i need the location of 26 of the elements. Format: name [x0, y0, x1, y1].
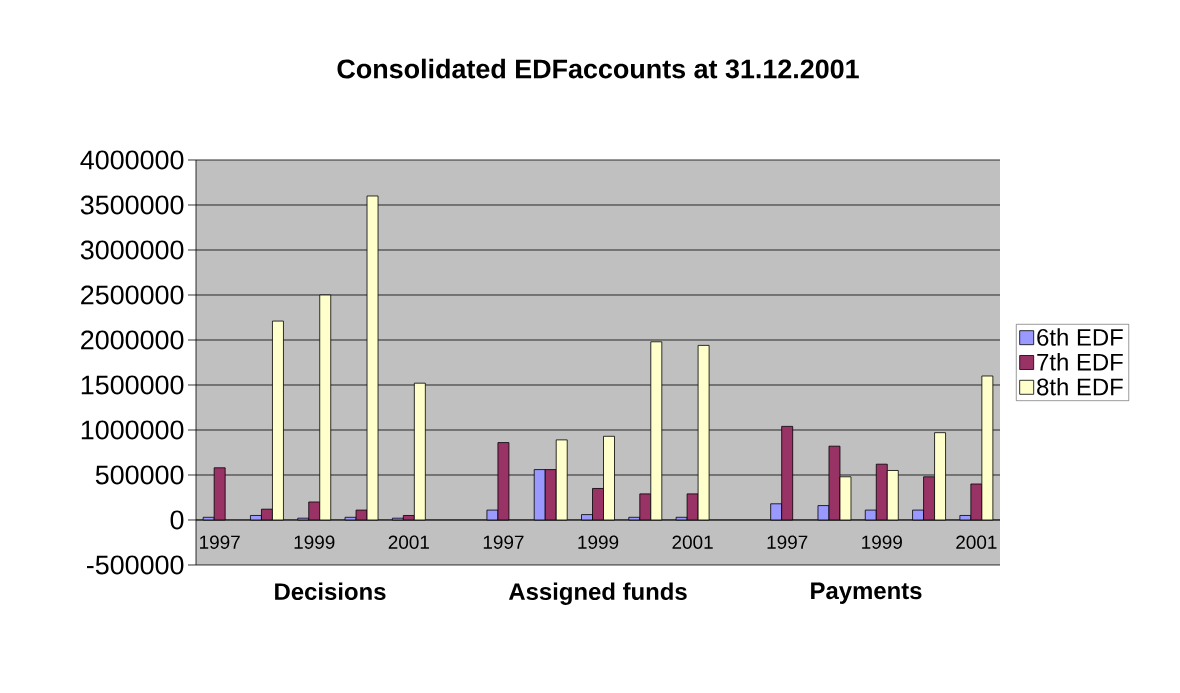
y-tick-label: 0 [170, 510, 184, 530]
y-tick-label: 1000000 [81, 420, 184, 440]
x-tick-label: 1999 [862, 535, 902, 549]
y-tick-label: -500000 [86, 555, 184, 575]
x-tick-label: 1997 [767, 535, 808, 549]
x-tick-label: 2001 [672, 535, 713, 549]
y-tick-label: 4000000 [80, 150, 184, 170]
y-tick-label: 2500000 [81, 285, 184, 305]
text: Payments [811, 582, 922, 604]
y-tick-label: 500000 [95, 465, 184, 485]
x-tick-label: 1997 [200, 535, 240, 549]
legend-label: 8th EDF [1037, 377, 1123, 396]
x-tick-label: 2001 [388, 535, 429, 549]
text: Assigned funds [508, 582, 687, 605]
y-tick-label: 1500000 [81, 375, 184, 395]
text: Decisions [275, 582, 386, 601]
x-tick-label: 1999 [578, 535, 619, 549]
x-tick-label: 2001 [956, 535, 997, 549]
x-tick-label: 1997 [483, 535, 524, 549]
y-tick-label: 3500000 [80, 195, 184, 215]
y-tick-label: 3000000 [80, 240, 184, 260]
chart-title: Consolidated EDFaccounts at 31.12.2001 [337, 58, 859, 79]
legend-label: 7th EDF [1037, 353, 1123, 371]
x-tick-label: 1999 [294, 535, 335, 549]
legend-label: 6th EDF [1037, 328, 1123, 346]
y-tick-label: 2000000 [81, 330, 184, 350]
